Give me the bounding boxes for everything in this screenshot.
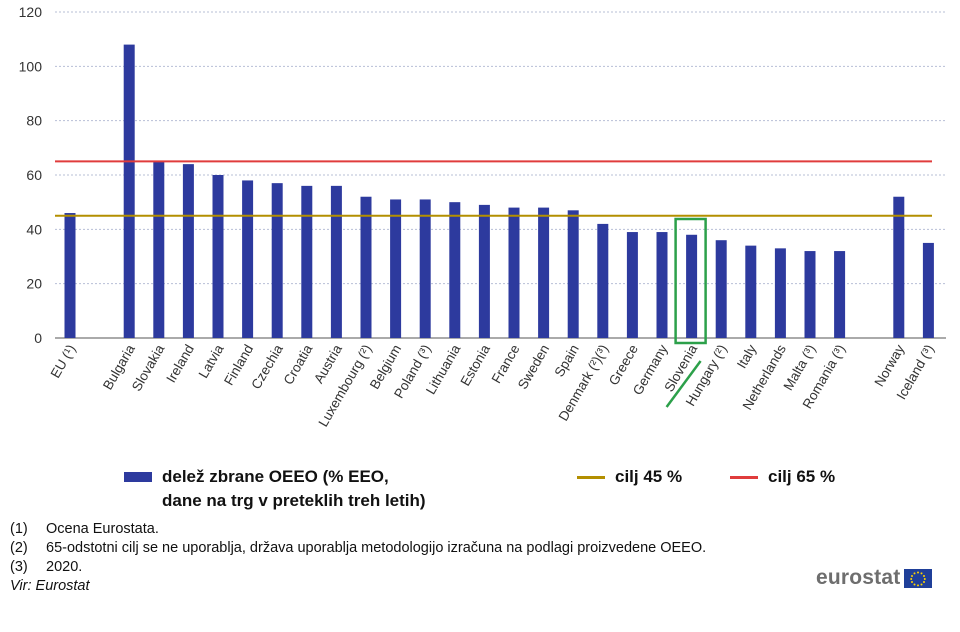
y-axis-ticks: 0 20 40 60 80 100 120: [19, 4, 43, 346]
bar: [390, 199, 402, 338]
footnote-text: 65-odstotni cilj se ne uporablja, država…: [46, 540, 707, 556]
legend-bar: delež zbrane OEEO (% EEO, dane na trg v …: [124, 467, 426, 511]
bar: [449, 202, 461, 338]
y-tick-label: 100: [19, 58, 43, 74]
legend-target-65-label: cilj 65 %: [768, 467, 836, 486]
highlight-underline: [665, 360, 702, 408]
legend-bar-label-2: dane na trg v preteklih treh letih): [162, 491, 426, 510]
footnote-number: (2): [10, 540, 28, 556]
x-tick-label: Croatia: [281, 342, 316, 388]
footnote-text: Ocena Eurostata.: [46, 521, 159, 537]
bar: [626, 232, 638, 338]
y-tick-label: 80: [26, 113, 42, 129]
bar: [330, 185, 342, 338]
bar: [774, 248, 786, 338]
footnote-number: (1): [10, 521, 28, 537]
bar: [212, 175, 224, 338]
bar: [153, 161, 165, 338]
footnotes: (1) Ocena Eurostata. (2) 65-odstotni cil…: [10, 520, 786, 596]
bar: [804, 251, 816, 338]
footnote: (3) 2020.: [10, 558, 786, 577]
footnote-text: 2020.: [46, 559, 83, 575]
x-tick-label: Latvia: [196, 342, 227, 381]
bar: [745, 245, 757, 338]
bar: [242, 180, 254, 338]
legend-target-65-swatch: [730, 476, 758, 480]
legend-target-65: cilj 65 %: [730, 467, 835, 487]
x-tick-label: EU (¹): [48, 342, 79, 381]
bar: [686, 234, 698, 338]
highlight-box: [674, 217, 707, 345]
y-tick-label: 60: [26, 167, 42, 183]
eu-flag-icon: [904, 568, 933, 588]
bar: [597, 223, 609, 338]
legend-target-45-swatch: [577, 476, 605, 480]
legend-target-45-label: cilj 45 %: [615, 467, 683, 486]
bar: [508, 207, 520, 338]
y-tick-label: 0: [34, 330, 42, 346]
bar: [922, 242, 934, 338]
reference-lines: [55, 160, 932, 217]
bar: [893, 196, 905, 338]
x-tick-label: Estonia: [457, 342, 493, 389]
bar: [419, 199, 431, 338]
bar: [834, 251, 846, 338]
bar: [123, 44, 135, 338]
y-tick-label: 20: [26, 276, 42, 292]
bar: [715, 240, 727, 338]
footnote: (1) Ocena Eurostata.: [10, 520, 786, 539]
bar: [64, 213, 76, 338]
bar: [478, 204, 490, 338]
y-tick-label: 120: [19, 4, 43, 20]
legend-bar-label-1: delež zbrane OEEO (% EEO,: [162, 467, 389, 486]
legend-target-45: cilj 45 %: [577, 467, 682, 487]
eurostat-wordmark: eurostat: [816, 566, 901, 589]
bar: [567, 210, 579, 338]
highlight-layer: [665, 217, 707, 408]
bar-chart: 0 20 40 60 80 100 120 EU (¹) BulgariaSlovakiaIr…: [19, 4, 946, 430]
bar: [360, 196, 372, 338]
x-tick-label: Italy: [734, 342, 759, 371]
bars: [64, 44, 934, 338]
footnote: (2) 65-odstotni cilj se ne uporablja, dr…: [10, 539, 786, 558]
bar: [271, 183, 283, 338]
footnote-number: (3): [10, 559, 28, 575]
bar: [182, 164, 194, 338]
x-tick-label: Ireland: [163, 342, 197, 385]
bar: [538, 207, 550, 338]
eurostat-logo: eurostat: [816, 566, 933, 590]
bar: [301, 185, 313, 338]
x-tick-label: Spain: [552, 342, 582, 379]
bar: [656, 232, 668, 338]
source-note: Vir: Eurostat: [10, 578, 90, 594]
x-axis-ticks: EU (¹) BulgariaSlovakiaIrelandLatviaFinla…: [48, 342, 937, 430]
legend-bar-swatch: [124, 472, 152, 482]
gridlines: [55, 11, 946, 339]
y-tick-label: 40: [26, 221, 42, 237]
